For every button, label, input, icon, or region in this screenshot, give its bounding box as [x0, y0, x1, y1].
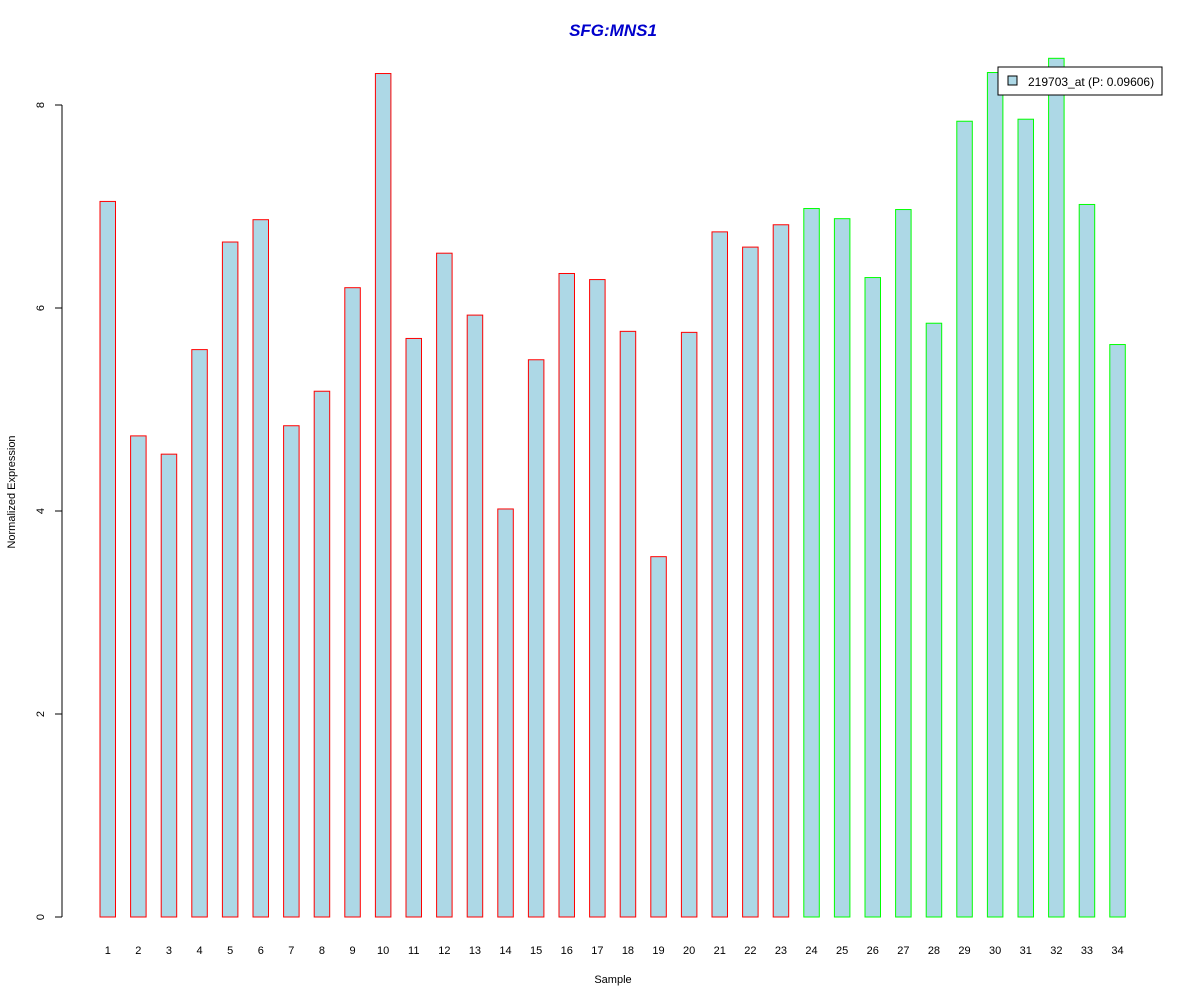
- bar-sample-28: [925, 322, 943, 918]
- bar-sample-3: [160, 453, 178, 918]
- bar-sample-23: [772, 224, 790, 918]
- chart-title: SFG:MNS1: [569, 21, 657, 40]
- x-tick-label: 27: [897, 945, 909, 957]
- legend-label: 219703_at (P: 0.09606): [1028, 75, 1154, 89]
- x-tick-label: 1: [105, 945, 111, 957]
- x-tick-label: 29: [958, 945, 970, 957]
- bar-sample-15: [527, 359, 545, 918]
- x-tick-label: 32: [1050, 945, 1062, 957]
- bar-sample-31: [1017, 118, 1034, 918]
- x-tick-label: 4: [196, 945, 202, 957]
- bar-sample-29: [956, 120, 973, 918]
- x-tick-label: 31: [1020, 945, 1032, 957]
- x-tick-label: 21: [714, 945, 726, 957]
- bar-sample-21: [711, 231, 728, 918]
- bar-sample-19: [650, 556, 667, 918]
- bar-sample-16: [558, 272, 575, 918]
- x-tick-label: 19: [652, 945, 664, 957]
- legend: 219703_at (P: 0.09606): [997, 66, 1163, 96]
- bar-sample-17: [589, 279, 606, 918]
- bar-sample-8: [313, 390, 331, 918]
- bar-sample-26: [864, 277, 881, 918]
- y-tick-label: 8: [35, 102, 47, 108]
- x-axis-tick-labels: 1 2 3 4 5 6 7 8 9 10 11 12 13 14 15 16 17 18 19 20 21 22 23 24 2…: [105, 945, 1124, 957]
- x-tick-label: 13: [469, 945, 481, 957]
- x-tick-label: 3: [166, 945, 172, 957]
- x-tick-label: 15: [530, 945, 542, 957]
- bar-sample-22: [742, 246, 759, 918]
- x-tick-label: 16: [561, 945, 573, 957]
- bar-sample-27: [895, 209, 912, 918]
- x-tick-label: 17: [591, 945, 603, 957]
- x-tick-label: 25: [836, 945, 848, 957]
- bar-sample-2: [130, 435, 147, 918]
- bar-sample-25: [833, 218, 851, 918]
- x-tick-label: 18: [622, 945, 634, 957]
- x-tick-label: 26: [867, 945, 879, 957]
- bar-sample-5: [221, 241, 239, 918]
- x-tick-label: 10: [377, 945, 389, 957]
- y-axis-ticks: 0 2 4 6 8: [35, 102, 62, 920]
- x-tick-label: 23: [775, 945, 787, 957]
- bar-sample-6: [252, 219, 269, 918]
- bar-sample-34: [1109, 344, 1126, 918]
- bar-sample-10: [374, 73, 392, 918]
- bar-sample-4: [191, 349, 208, 918]
- x-tick-label: 22: [744, 945, 756, 957]
- bar-sample-24: [803, 208, 820, 918]
- y-tick-label: 4: [35, 508, 47, 514]
- x-tick-label: 8: [319, 945, 325, 957]
- x-tick-label: 11: [408, 945, 419, 957]
- x-tick-label: 7: [288, 945, 294, 957]
- x-tick-label: 28: [928, 945, 940, 957]
- x-tick-label: 33: [1081, 945, 1093, 957]
- bar-sample-14: [497, 508, 514, 918]
- x-tick-label: 2: [135, 945, 141, 957]
- bar-sample-7: [283, 425, 300, 918]
- bar-sample-12: [436, 252, 453, 918]
- legend-swatch: [1007, 75, 1018, 86]
- y-tick-label: 6: [35, 305, 47, 311]
- bars-group: [99, 57, 1126, 918]
- x-tick-label: 5: [227, 945, 233, 957]
- bar-sample-18: [619, 330, 637, 918]
- legend-box: [997, 66, 1163, 96]
- bar-sample-33: [1078, 203, 1096, 918]
- x-tick-label: 20: [683, 945, 695, 957]
- bar-sample-9: [344, 287, 361, 918]
- y-tick-label: 2: [35, 711, 47, 717]
- x-tick-label: 9: [349, 945, 355, 957]
- bar-sample-32: [1048, 57, 1065, 918]
- y-axis-label: Normalized Expression: [6, 435, 18, 548]
- bar-sample-30: [986, 72, 1004, 918]
- x-tick-label: 14: [499, 945, 511, 957]
- x-tick-label: 6: [258, 945, 264, 957]
- bar-sample-11: [405, 337, 422, 918]
- x-tick-label: 12: [438, 945, 450, 957]
- x-axis-label: Sample: [594, 974, 631, 986]
- bar-sample-20: [680, 331, 698, 918]
- x-tick-label: 24: [805, 945, 817, 957]
- bar-sample-1: [99, 200, 116, 918]
- x-tick-label: 30: [989, 945, 1001, 957]
- bar-sample-13: [466, 314, 484, 918]
- y-tick-label: 0: [35, 914, 47, 920]
- x-tick-label: 34: [1111, 945, 1123, 957]
